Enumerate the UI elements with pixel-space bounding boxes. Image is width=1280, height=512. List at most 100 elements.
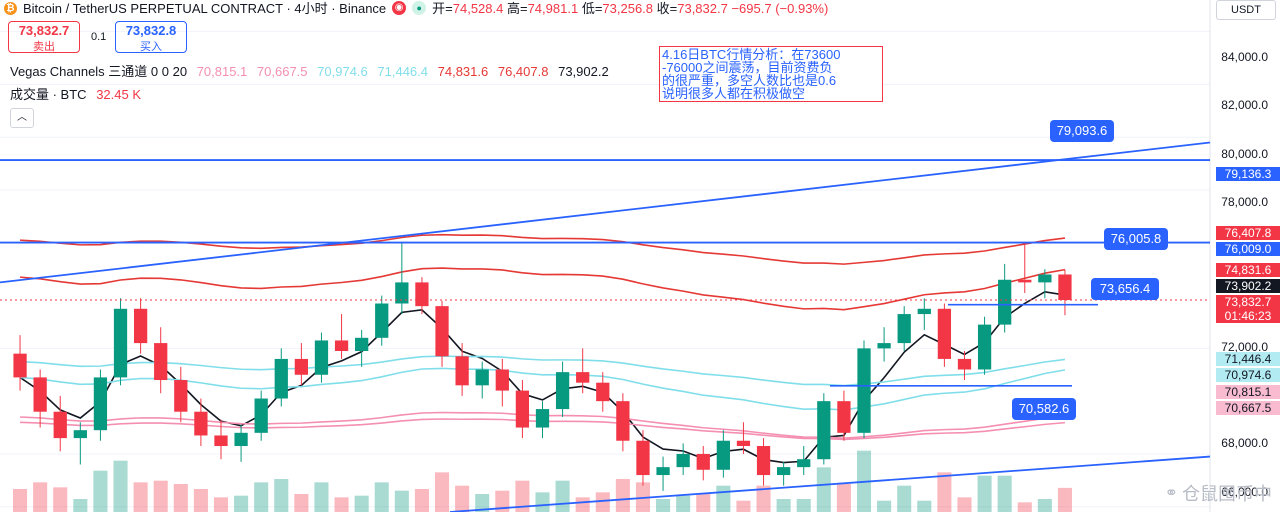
- candle-body: [234, 432, 248, 447]
- candle-body: [53, 411, 67, 439]
- candle-body: [696, 453, 710, 470]
- price-tag-ema-cyan-1: 70,974.6: [1216, 368, 1280, 382]
- volume-bar: [776, 499, 791, 512]
- candle-body: [998, 279, 1012, 325]
- volume-bar: [294, 494, 309, 512]
- volume-bar: [716, 485, 731, 512]
- volume-bar: [696, 494, 711, 512]
- axis-tick-label: 66,000.0: [1221, 485, 1268, 499]
- candle-body: [455, 356, 469, 386]
- volume-bar: [796, 499, 811, 512]
- volume-bar: [555, 480, 570, 512]
- price-tag-ema-pink-1: 70,815.1: [1216, 385, 1280, 399]
- candle-body: [777, 467, 791, 476]
- watermark: ⚭ 仓鼠囤币中: [1165, 480, 1272, 506]
- volume-bar: [736, 500, 751, 512]
- candle-body: [756, 446, 771, 476]
- volume-bar: [354, 495, 369, 512]
- volume-bar: [997, 475, 1012, 512]
- volume-bar: [656, 499, 671, 512]
- price-tag-ema-red-1: 74,831.6: [1216, 263, 1280, 277]
- volume-bar: [274, 479, 289, 512]
- price-tag-ema-pink-2: 70,667.5: [1216, 401, 1280, 415]
- grid: [0, 0, 1211, 512]
- price-callout-2[interactable]: 76,005.8: [1104, 228, 1168, 250]
- candle-body: [897, 314, 911, 344]
- volume-bar: [937, 472, 952, 512]
- candle-body: [274, 358, 288, 399]
- volume-bar: [897, 485, 912, 512]
- volume-bar: [394, 490, 409, 512]
- analysis-note[interactable]: 4.16日BTC行情分析：在73600 -76000之间震荡，目前资费负 的很严…: [659, 46, 883, 102]
- volume-bar: [434, 472, 450, 512]
- price-tag-last: 73,832.7: [1216, 295, 1280, 309]
- volume-bar: [756, 485, 771, 512]
- vegas-indicator-legend[interactable]: Vegas Channels 三通道 0 0 20 70,815.1 70,66…: [10, 64, 609, 79]
- ema-cyan-line-2: [20, 355, 1066, 387]
- volume-bar: [334, 497, 349, 512]
- volume-bar: [73, 499, 88, 512]
- volume-bar: [977, 475, 992, 512]
- volume-bar: [193, 489, 208, 512]
- currency-selector[interactable]: USDT: [1216, 0, 1276, 20]
- ema-black-line: [19, 290, 1066, 464]
- candle-body: [917, 308, 931, 315]
- volume-bar: [93, 470, 108, 512]
- candle-body: [355, 337, 369, 352]
- collapse-legend-button[interactable]: ︿: [10, 108, 34, 128]
- candle-body: [616, 401, 630, 441]
- candle-body: [314, 340, 329, 375]
- candle-body: [33, 377, 47, 412]
- volume-bar: [414, 489, 429, 512]
- volume-bar: [957, 497, 972, 512]
- axis-tick-label: 80,000.0: [1221, 147, 1268, 161]
- candle-body: [1058, 274, 1072, 300]
- candle-body: [334, 340, 349, 352]
- candle-body: [857, 348, 871, 433]
- candle-body: [495, 369, 509, 391]
- buy-price: 73,832.8: [125, 23, 177, 38]
- candle-body: [294, 358, 308, 375]
- watermark-text: 仓鼠囤币中: [1182, 484, 1272, 504]
- volume-bar: [53, 487, 68, 512]
- volume-bar: [213, 497, 229, 512]
- share-icon: ⚭: [1164, 485, 1178, 502]
- volume-bar: [595, 492, 610, 512]
- symbol-header: ₿ Bitcoin / TetherUS PERPETUAL CONTRACT …: [4, 0, 828, 16]
- candle-body: [113, 308, 128, 378]
- ema-red-line-2: [20, 233, 1066, 265]
- ema-red-line: [19, 267, 1066, 311]
- candle-body: [194, 411, 208, 436]
- candle-body: [957, 358, 972, 370]
- volume-bar: [113, 460, 128, 512]
- candle-body: [676, 453, 690, 468]
- trendlines: [0, 141, 1211, 512]
- candle-body: [174, 380, 188, 412]
- candle-body: [656, 467, 670, 476]
- symbol-title[interactable]: Bitcoin / TetherUS PERPETUAL CONTRACT · …: [23, 0, 387, 16]
- bar-countdown: 01:46:23: [1216, 309, 1280, 323]
- volume-bar: [816, 467, 831, 512]
- volume-bar: [495, 490, 510, 512]
- candle-body: [1018, 279, 1032, 283]
- price-callout-1[interactable]: 79,093.6: [1050, 120, 1114, 142]
- sell-label: 卖出: [33, 41, 55, 53]
- alert-icon[interactable]: ◉: [392, 1, 407, 15]
- volume-bar: [877, 500, 892, 512]
- volume-indicator-legend[interactable]: 成交量 · BTC 32.45 K: [10, 84, 147, 103]
- volume-bar: [535, 492, 550, 512]
- sell-button[interactable]: 73,832.7 卖出: [8, 21, 80, 53]
- volume-bar: [1017, 502, 1032, 512]
- candle-body: [817, 401, 831, 460]
- price-callout-3[interactable]: 73,656.4: [1091, 278, 1159, 300]
- volume-bars: [13, 450, 1072, 512]
- candle-body: [535, 409, 550, 428]
- volume-bar: [676, 495, 691, 512]
- price-callout-4[interactable]: 70,582.6: [1012, 398, 1076, 420]
- volume-bar: [575, 497, 590, 512]
- buy-button[interactable]: 73,832.8 买入: [115, 21, 187, 53]
- candle-body: [937, 308, 952, 359]
- axis-tick-label: 82,000.0: [1221, 98, 1268, 112]
- vegas-indicator-name: Vegas Channels 三通道 0 0 20: [10, 64, 188, 79]
